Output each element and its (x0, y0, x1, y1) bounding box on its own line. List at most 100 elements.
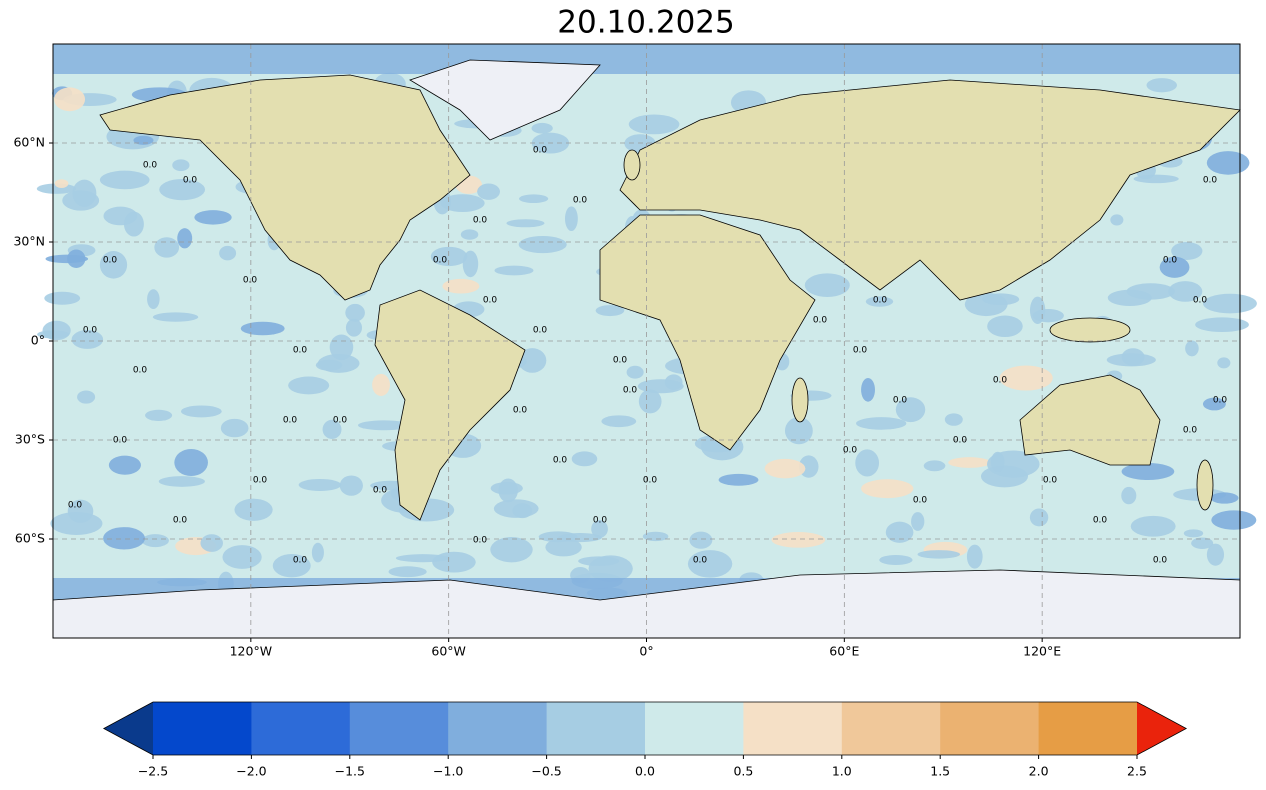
anomaly-patch (1183, 529, 1204, 538)
africa (599, 214, 816, 451)
contour-label: 0.0 (873, 296, 888, 306)
anomaly-patch (388, 566, 427, 578)
anomaly-patch (519, 194, 549, 204)
anomaly-patch (578, 556, 620, 566)
anomaly-patch (1029, 296, 1046, 325)
anomaly-patch (1195, 317, 1249, 333)
contour-label: 0.0 (573, 196, 588, 206)
colorbar-bin (743, 702, 843, 755)
madagascar (791, 377, 809, 423)
south-america (374, 289, 526, 521)
x-tick-label: 120°W (230, 644, 272, 659)
graticule (53, 44, 1240, 638)
new-zealand (1196, 459, 1214, 511)
anomaly-patch (99, 170, 150, 190)
anomaly-patch (358, 420, 411, 431)
map: 0.0 0.0 0.0 0.0 0.0 0.0 0.0 0.0 0.0 0.0 0.0 0.0 0.0 0… (36, 43, 1257, 639)
anomaly-patch (430, 246, 468, 267)
contour-label: 0.0 (243, 276, 258, 286)
anomaly-patch (1130, 515, 1176, 537)
anomaly-patch (1185, 340, 1199, 357)
anomaly-patch (67, 249, 86, 268)
contour-label: 0.0 (553, 456, 568, 466)
contour-label: 0.0 (103, 256, 118, 266)
anomaly-patch (493, 499, 539, 518)
anomaly-patch (628, 114, 680, 135)
y-tick-label: 60°S (15, 531, 45, 546)
anomaly-patch (494, 265, 534, 276)
anomaly-patch (311, 542, 324, 563)
anomaly-patch (1203, 293, 1257, 314)
anomaly-patch (77, 390, 96, 404)
anomaly-patch (141, 534, 169, 548)
contour-label: 0.0 (173, 516, 188, 526)
anomaly-patch (531, 122, 553, 134)
anomaly-patch (545, 538, 582, 557)
anomaly-patch (1206, 151, 1250, 175)
contour-label: 0.0 (593, 516, 608, 526)
anomaly-patch (490, 481, 523, 495)
contour-label: 0.0 (1093, 516, 1108, 526)
anomaly-patch (154, 237, 180, 258)
y-tick-label: 30°N (13, 234, 45, 249)
anomaly-patch (637, 379, 684, 394)
anomaly-patch (1210, 492, 1239, 504)
colorbar-tick-label: −0.5 (531, 764, 561, 779)
contour-label: 0.0 (913, 496, 928, 506)
anomaly-patch (1206, 543, 1225, 566)
colorbar-over (1137, 702, 1187, 755)
contour-label: 0.0 (1213, 396, 1228, 406)
anomaly-patch (442, 278, 480, 294)
anomaly-patch (601, 415, 637, 428)
contour-label: 0.0 (533, 326, 548, 336)
contour-label: 0.0 (133, 366, 148, 376)
contour-label: 0.0 (853, 346, 868, 356)
anomaly-patch (764, 458, 806, 479)
contour-label: 0.0 (283, 416, 298, 426)
colorbar-tick-label: −1.0 (433, 764, 463, 779)
anomaly-patch (885, 521, 914, 543)
contour-label: 0.0 (843, 446, 858, 456)
anomaly-patch (518, 235, 567, 254)
anomaly-patch (108, 455, 141, 475)
anomaly-patch (145, 409, 173, 421)
anomaly-patch (194, 210, 232, 225)
anomaly-patch (152, 312, 199, 322)
title: 20.10.2025 (557, 5, 735, 41)
australia (1019, 374, 1161, 466)
anomaly-patch (1168, 281, 1203, 302)
colorbar-tick-label: −2.5 (138, 764, 168, 779)
colorbar-bin (448, 702, 548, 755)
contour-label: 0.0 (613, 356, 628, 366)
contour-label: 0.0 (513, 406, 528, 416)
contour-label: 0.0 (113, 436, 128, 446)
anomaly-patch (718, 473, 759, 486)
contour-label: 0.0 (813, 316, 828, 326)
anomaly-patch (345, 303, 365, 322)
anomaly-patch (1202, 397, 1226, 411)
anomaly-patch (99, 251, 128, 279)
contour-labels: 0.0 0.0 0.0 0.0 0.0 0.0 0.0 0.0 0.0 0.0 0.0 0.0 0.0 0… (68, 146, 1228, 566)
anomaly-patch (1121, 486, 1137, 505)
contour-label: 0.0 (1043, 476, 1058, 486)
anomaly-patch (861, 377, 875, 402)
colorbar-tick-label: −1.5 (335, 764, 365, 779)
anomaly-patch (571, 451, 598, 467)
contour-label: 0.0 (1203, 176, 1218, 186)
contour-label: 0.0 (68, 501, 83, 511)
anomaly-patch (272, 554, 311, 578)
anomaly-patch (689, 531, 713, 549)
colorbar-tick-label: 1.5 (930, 764, 950, 779)
colorbar-bin (940, 702, 1040, 755)
anomaly-patch (1217, 357, 1231, 369)
colorbar-tick-label: 0.5 (733, 764, 753, 779)
anomaly-patch (395, 554, 450, 563)
anomaly-patch (432, 551, 476, 573)
anomaly-patch (54, 179, 69, 188)
anomaly-patch (987, 315, 1023, 338)
colorbar-under (103, 702, 153, 755)
contour-label: 0.0 (483, 296, 498, 306)
anomaly-patch (518, 348, 547, 373)
contour-label: 0.0 (83, 326, 98, 336)
anomaly-patch (372, 373, 390, 396)
